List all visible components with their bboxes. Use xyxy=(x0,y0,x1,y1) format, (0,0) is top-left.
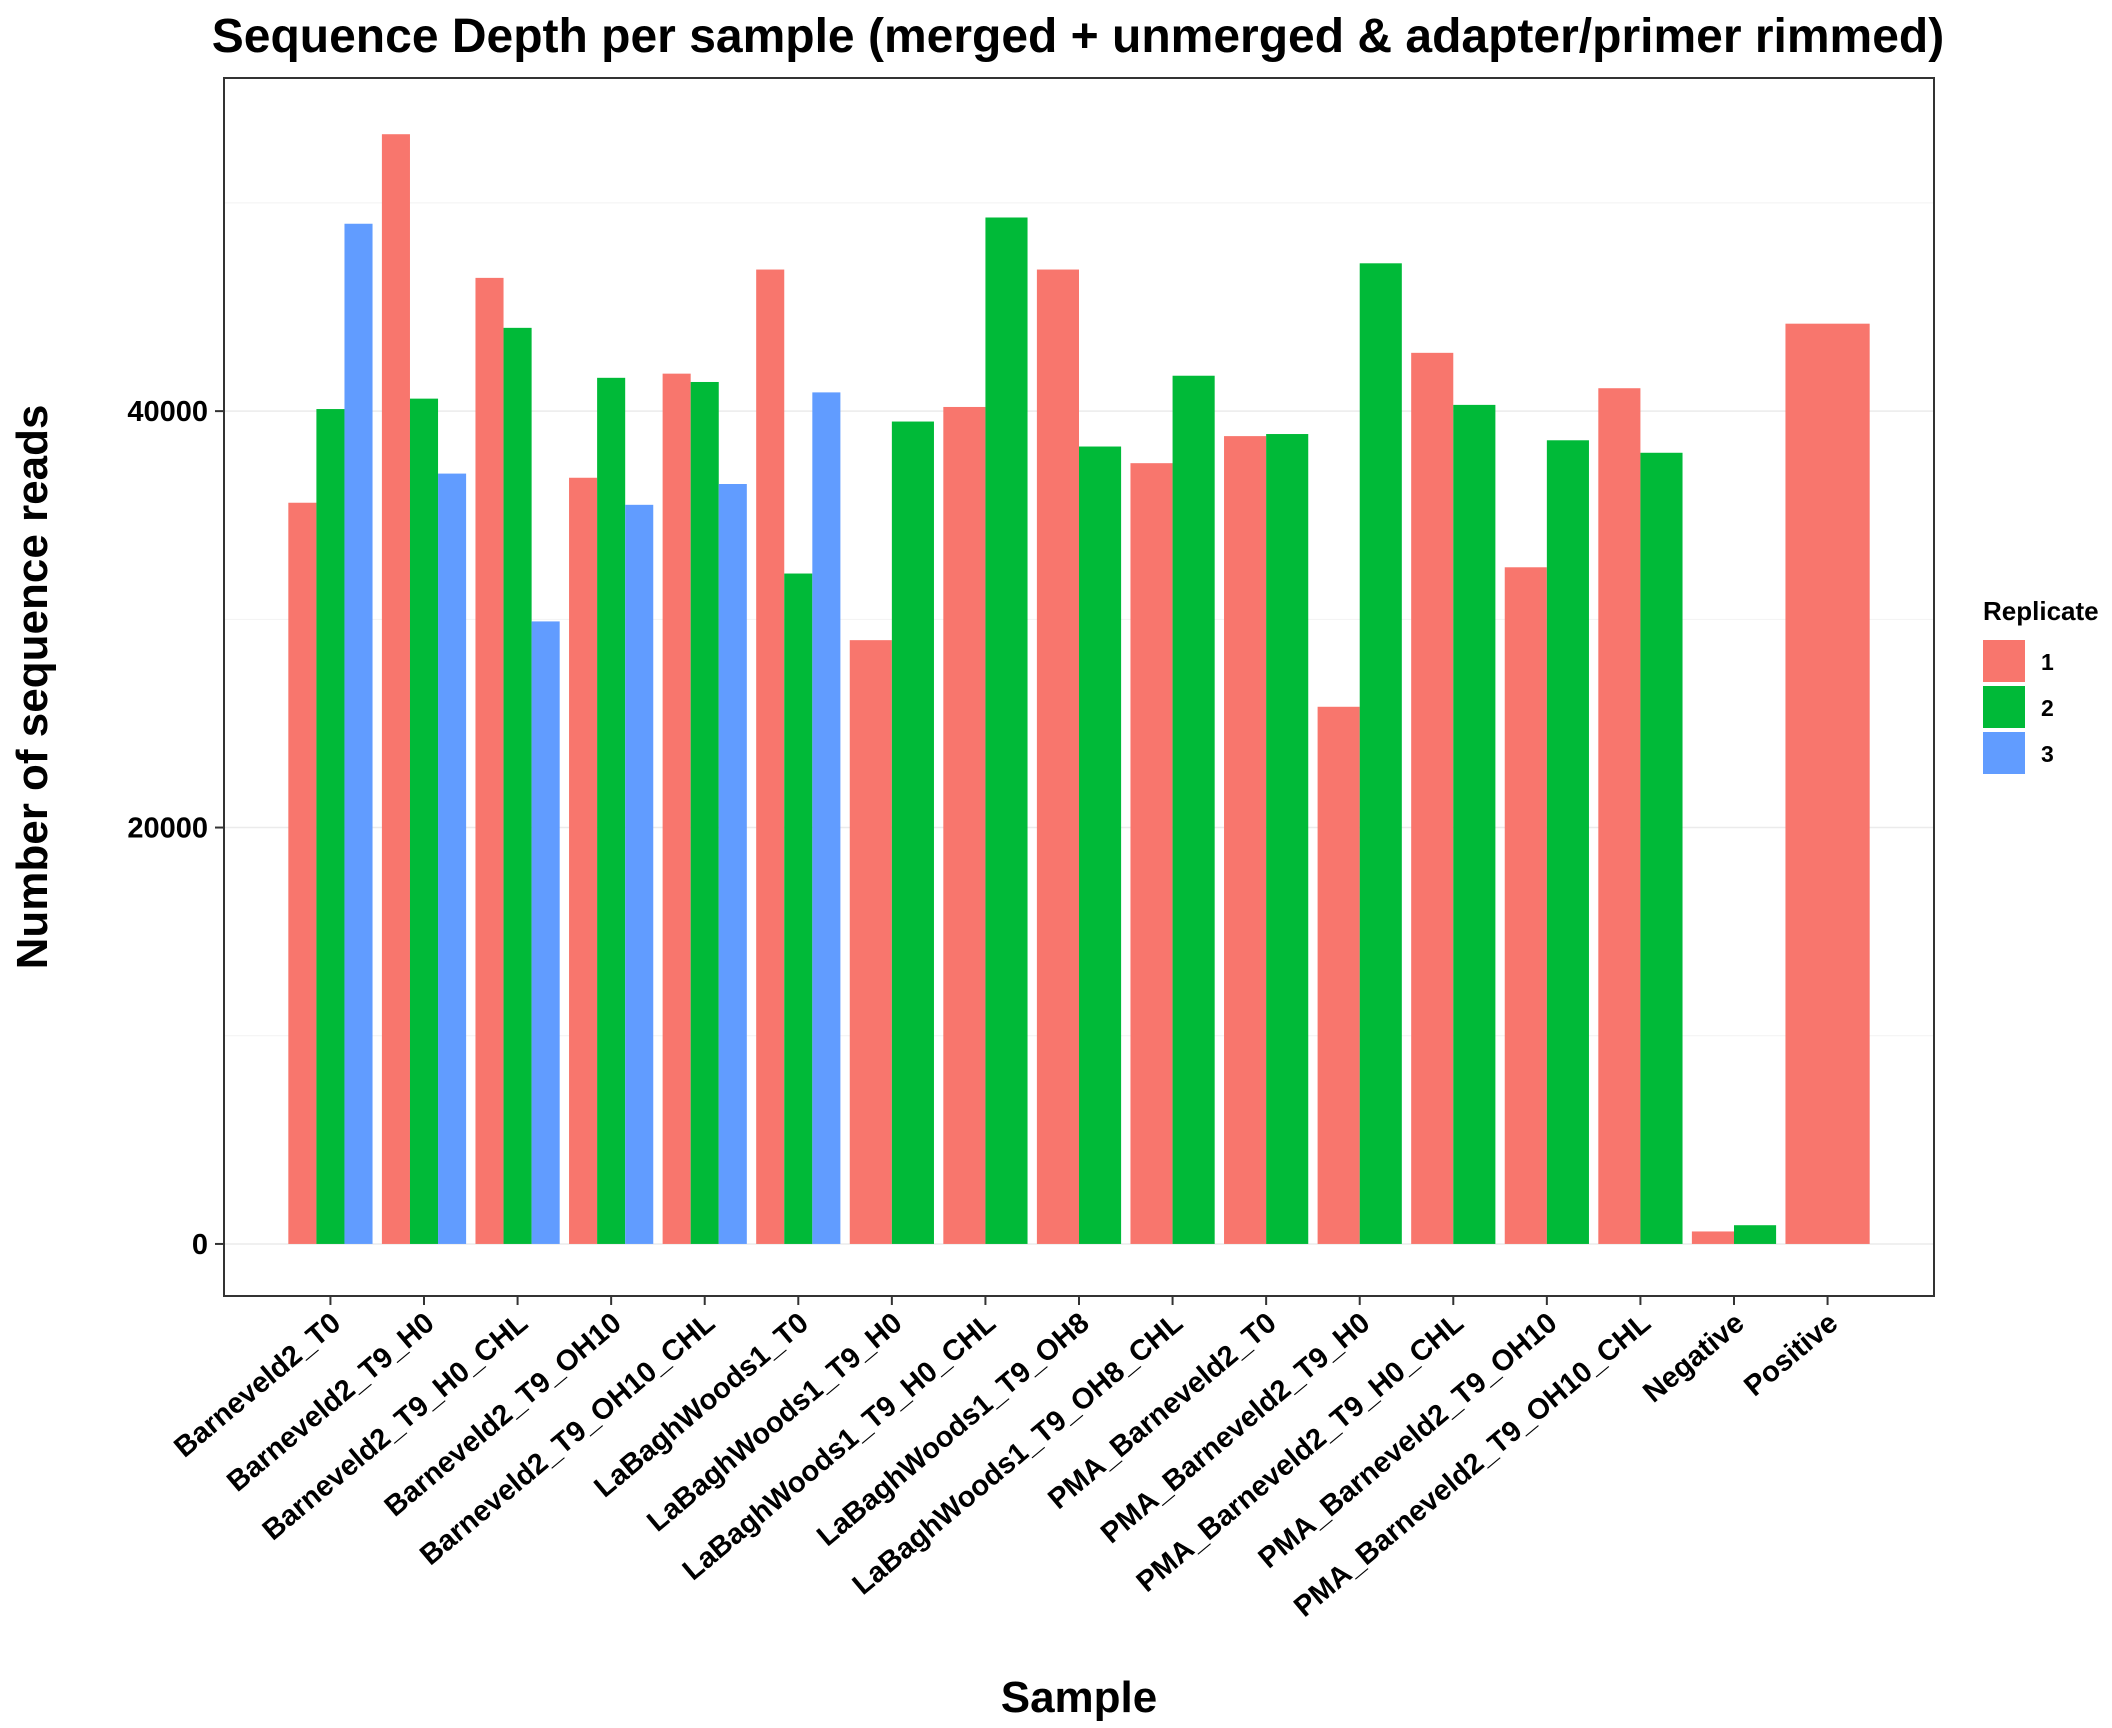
bar xyxy=(756,269,785,1244)
bar xyxy=(1504,567,1547,1244)
bar xyxy=(849,640,892,1244)
bar xyxy=(1453,404,1496,1244)
bar xyxy=(344,223,373,1244)
bar xyxy=(503,327,532,1244)
bar xyxy=(1546,440,1589,1244)
legend-swatch xyxy=(1983,686,2025,728)
bar xyxy=(1317,706,1360,1244)
bar xyxy=(1733,1225,1777,1244)
bar xyxy=(1130,463,1173,1244)
bar xyxy=(625,504,654,1244)
bar xyxy=(475,277,504,1244)
bar xyxy=(812,392,841,1244)
x-axis: Barneveld2_T0Barneveld2_T9_H0Barneveld2_… xyxy=(168,1296,1844,1624)
legend-label: 2 xyxy=(2041,695,2054,721)
bar xyxy=(569,477,598,1244)
bar xyxy=(1411,352,1454,1244)
bar xyxy=(438,473,467,1244)
bar xyxy=(597,377,626,1244)
legend-swatch xyxy=(1983,732,2025,774)
bar xyxy=(1036,269,1079,1244)
bar xyxy=(1640,452,1683,1244)
bar xyxy=(1224,436,1267,1244)
y-tick-label: 20000 xyxy=(127,813,208,845)
bar xyxy=(1359,263,1402,1244)
bar xyxy=(288,502,317,1244)
x-tick-label: Barneveld2_T0 xyxy=(168,1307,347,1464)
bar xyxy=(409,398,439,1244)
bar xyxy=(985,217,1028,1244)
bar xyxy=(690,381,719,1244)
bar xyxy=(718,484,747,1244)
bar xyxy=(381,134,410,1244)
bar xyxy=(316,409,345,1244)
legend: Replicate 1 2 3 xyxy=(1983,596,2099,774)
x-tick-label: Negative xyxy=(1637,1307,1750,1409)
y-axis-title: Number of sequence reads xyxy=(8,405,57,970)
bar xyxy=(1785,323,1870,1244)
bar xyxy=(1266,434,1309,1244)
bar xyxy=(891,421,934,1244)
bar xyxy=(784,573,813,1244)
legend-label: 1 xyxy=(2041,649,2054,675)
legend-title: Replicate xyxy=(1983,596,2099,626)
y-axis: 0 20000 40000 xyxy=(127,396,224,1261)
bar xyxy=(1598,388,1641,1244)
bar xyxy=(943,406,986,1244)
bar xyxy=(1172,375,1215,1244)
legend-label: 3 xyxy=(2041,741,2054,767)
bar xyxy=(531,621,560,1244)
x-tick-label: Positive xyxy=(1738,1307,1844,1403)
bar xyxy=(1079,446,1122,1244)
x-axis-title: Sample xyxy=(1001,1673,1158,1722)
y-tick-label: 40000 xyxy=(127,396,208,428)
bar xyxy=(662,373,691,1244)
bars xyxy=(288,134,1870,1244)
legend-swatch xyxy=(1983,640,2025,682)
chart-title: Sequence Depth per sample (merged + unme… xyxy=(212,10,1944,63)
y-tick-label: 0 xyxy=(192,1229,208,1261)
bar xyxy=(1691,1231,1734,1244)
